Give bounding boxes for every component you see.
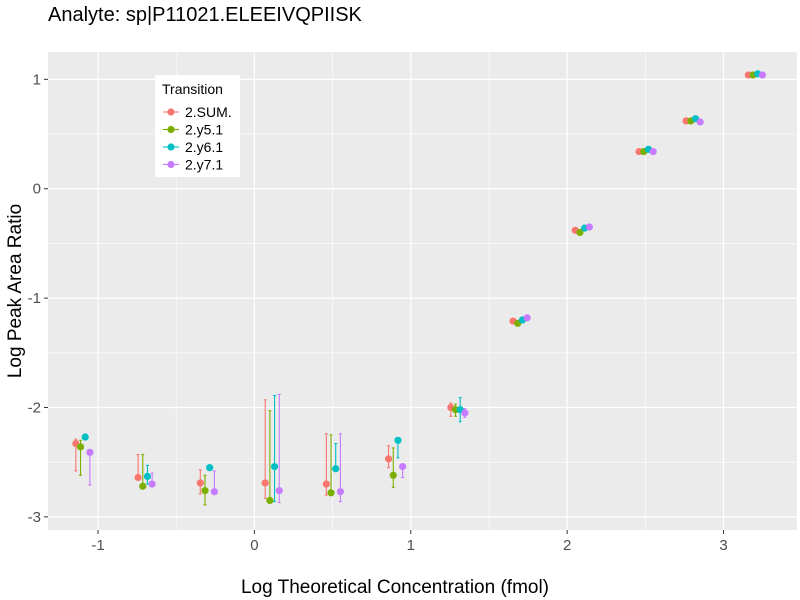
legend-label: 2.SUM. — [185, 104, 232, 120]
data-point — [649, 147, 657, 156]
y-tick-label: -1 — [28, 290, 41, 307]
legend-items: 2.SUM. 2.y5.12.y6.1 2.y7.1 — [163, 104, 232, 173]
data-point — [332, 465, 340, 473]
y-tick-label: 1 — [33, 71, 41, 88]
x-axis-title: Log Theoretical Concentration (fmol) — [241, 577, 549, 598]
axes: -1 0 1 2 3 -3 -2 -1 0 1 — [28, 71, 728, 554]
data-point — [196, 479, 204, 487]
y-tick-label: -2 — [28, 399, 41, 416]
x-tick-label: 2 — [563, 537, 571, 554]
data-points — [72, 70, 767, 505]
legend-label: 2.y6.1 — [185, 139, 223, 155]
x-tick-label: 3 — [719, 537, 727, 554]
data-point — [696, 118, 704, 126]
y-axis-title: Log Peak Area Ratio — [5, 204, 26, 378]
x-tick-label: -1 — [91, 537, 104, 554]
legend-key-point — [167, 160, 175, 169]
legend-label: 2.y5.1 — [185, 122, 223, 138]
data-point — [206, 464, 214, 472]
data-point — [384, 455, 393, 463]
legend: Transition 2.SUM. 2.y5.12.y6.1 2.y7.1 — [155, 75, 240, 177]
data-point — [81, 433, 89, 441]
legend-label: 2.y7.1 — [185, 157, 223, 173]
data-point — [461, 409, 469, 417]
data-point — [261, 479, 269, 487]
data-point — [148, 480, 156, 488]
legend-title: Transition — [162, 81, 223, 97]
data-point — [210, 488, 218, 496]
data-point — [394, 436, 402, 444]
y-tick-label: 0 — [33, 181, 41, 198]
chart-title: Analyte: sp|P11021.ELEEIVQPIISK — [48, 4, 363, 26]
data-point — [76, 443, 85, 451]
data-point — [134, 473, 142, 482]
data-point — [389, 471, 397, 479]
legend-background — [155, 75, 240, 177]
legend-key-point — [167, 125, 175, 134]
x-tick-label: 0 — [250, 537, 258, 554]
data-point — [399, 462, 407, 471]
data-point — [523, 314, 531, 322]
data-point — [576, 228, 584, 237]
data-point — [201, 487, 209, 495]
legend-key-point — [167, 108, 175, 116]
data-point — [270, 462, 279, 471]
data-point — [139, 482, 147, 490]
data-point — [336, 488, 345, 496]
data-point — [143, 472, 152, 481]
data-point — [327, 489, 335, 497]
data-point — [585, 223, 593, 231]
data-point — [275, 487, 283, 495]
data-point — [86, 448, 94, 456]
data-point — [758, 71, 767, 79]
y-tick-label: -3 — [28, 509, 41, 526]
x-tick-label: 1 — [407, 537, 415, 554]
data-point — [266, 496, 274, 505]
legend-key-point — [167, 143, 175, 151]
data-point — [322, 480, 330, 488]
